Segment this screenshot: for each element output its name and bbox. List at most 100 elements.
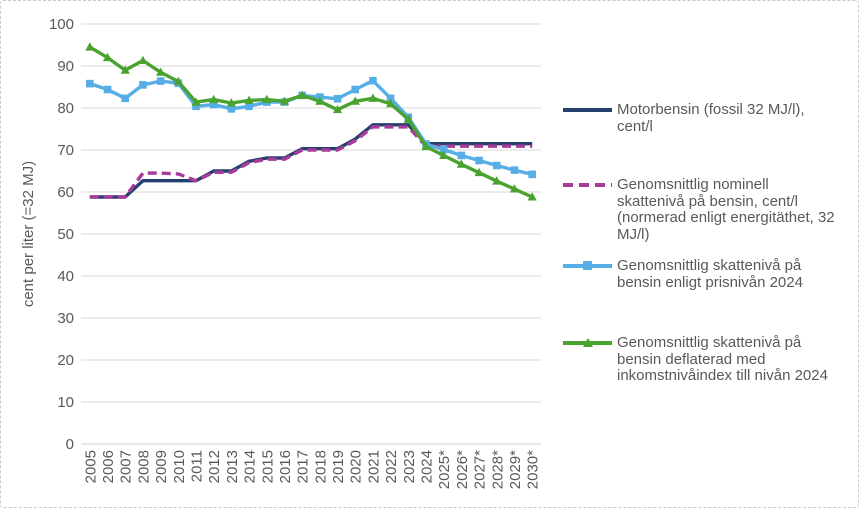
series-line-prisnivan-2024 [89, 78, 533, 177]
series-line-nominell-skatteniva [89, 125, 533, 199]
series-marker-inkomstnivaindex-2024 [421, 141, 431, 151]
series-marker-inkomstnivaindex-2024 [120, 65, 130, 74]
x-tick-label: 2013 [224, 450, 241, 483]
series-marker-prisnivan-2024 [528, 170, 536, 179]
series-marker-prisnivan-2024 [139, 81, 147, 89]
x-tick-label: 2025* [436, 450, 453, 489]
gridlines [81, 23, 541, 445]
y-tick-label: 60 [57, 184, 74, 201]
series-marker-inkomstnivaindex-2024 [244, 95, 254, 104]
x-tick-label: 2016 [277, 450, 294, 483]
x-tick-label: 2021 [365, 450, 382, 483]
series-marker-prisnivan-2024 [121, 94, 130, 103]
legend-entry-motorbensin: Motorbensin (fossil 32 MJ/l), cent/l [563, 101, 805, 135]
x-tick-label: 2006 [100, 450, 117, 483]
x-tick-label: 2027* [472, 450, 489, 489]
legend-entry-prisnivan-2024: Genomsnittlig skattenivå på bensin enlig… [563, 257, 803, 291]
y-tick-label: 50 [57, 226, 74, 243]
series-marker-inkomstnivaindex-2024 [315, 96, 325, 105]
x-tick-label: 2009 [153, 450, 170, 483]
y-axis-tick-labels: 0 10 20 30 40 50 60 70 80 90 100 [49, 16, 74, 453]
series-marker-prisnivan-2024 [156, 77, 165, 85]
series-marker-prisnivan-2024 [245, 102, 253, 111]
x-tick-label: 2007 [118, 450, 135, 483]
x-axis-tick-labels: 2005 2006 2007 2008 2009 2010 2011 2012 2013 2014… [82, 450, 541, 489]
x-tick-label: 2015 [259, 450, 276, 483]
y-tick-label: 100 [49, 16, 74, 33]
y-tick-label: 40 [57, 268, 74, 285]
series-line-motorbensin [89, 123, 533, 199]
series-marker-prisnivan-2024 [475, 156, 483, 165]
series-marker-prisnivan-2024 [86, 79, 94, 88]
y-tick-label: 20 [57, 352, 74, 369]
series-marker-inkomstnivaindex-2024 [456, 159, 466, 168]
series-marker-prisnivan-2024 [386, 94, 395, 103]
legend-entry-inkomstnivaindex-2024: Genomsnittlig skattenivå på bensin defla… [563, 334, 828, 385]
series-marker-inkomstnivaindex-2024 [509, 184, 520, 193]
series-marker-prisnivan-2024 [192, 102, 200, 111]
series-marker-inkomstnivaindex-2024 [332, 104, 343, 114]
x-tick-label: 2029* [507, 450, 524, 489]
series-marker-prisnivan-2024 [510, 166, 519, 174]
x-tick-label: 2010 [171, 450, 188, 483]
y-tick-label: 30 [57, 310, 74, 327]
y-tick-label: 10 [57, 394, 74, 411]
x-tick-label: 2022 [383, 450, 400, 483]
series-marker-inkomstnivaindex-2024 [226, 98, 236, 107]
series-marker-inkomstnivaindex-2024 [386, 99, 396, 108]
series-marker-prisnivan-2024 [439, 145, 448, 154]
x-tick-label: 2005 [82, 450, 99, 483]
series-marker-inkomstnivaindex-2024 [350, 96, 360, 105]
y-tick-label: 80 [57, 100, 74, 117]
x-tick-label: 2028* [489, 450, 506, 489]
series-marker-prisnivan-2024 [369, 76, 377, 85]
series-marker-prisnivan-2024 [333, 94, 342, 103]
legend-label: Genomsnittlig skattenivå på bensin defla… [617, 334, 828, 384]
x-tick-label: 2011 [189, 450, 206, 482]
y-tick-label: 90 [57, 58, 74, 75]
series-marker-inkomstnivaindex-2024 [368, 93, 378, 102]
series-marker-inkomstnivaindex-2024 [439, 150, 449, 159]
series-marker-prisnivan-2024 [227, 105, 236, 113]
series-marker-inkomstnivaindex-2024 [474, 167, 484, 177]
series-marker-prisnivan-2024 [492, 161, 501, 170]
series-marker-inkomstnivaindex-2024 [403, 114, 413, 123]
series-marker-prisnivan-2024 [103, 85, 112, 94]
legend-label: Motorbensin (fossil 32 MJ/l), cent/l [617, 101, 805, 135]
y-axis-title: cent per liter (=32 MJ) [20, 161, 37, 307]
legend-marker-green-line-triangle [563, 337, 612, 349]
series-marker-inkomstnivaindex-2024 [138, 55, 148, 65]
x-tick-label: 2026* [454, 450, 471, 489]
legend-marker-blue-line-square [563, 260, 612, 272]
series-marker-inkomstnivaindex-2024 [156, 67, 166, 76]
legend-marker-solid-navy-line [563, 104, 612, 116]
y-tick-label: 70 [57, 142, 74, 159]
series-marker-inkomstnivaindex-2024 [262, 94, 272, 104]
x-tick-label: 2012 [206, 450, 223, 483]
legend-marker-dashed-magenta-line [563, 179, 612, 191]
x-tick-label: 2014 [242, 450, 259, 483]
x-tick-label: 2020 [348, 450, 365, 483]
series-marker-inkomstnivaindex-2024 [297, 90, 307, 99]
series-marker-prisnivan-2024 [209, 100, 218, 109]
series-marker-inkomstnivaindex-2024 [191, 97, 201, 106]
x-tick-label: 2018 [312, 450, 329, 483]
x-tick-label: 2024 [419, 450, 436, 483]
data-series [85, 42, 537, 201]
legend-entry-nominell-skatteniva: Genomsnittlig nominell skattenivå på ben… [563, 176, 835, 243]
series-marker-inkomstnivaindex-2024 [85, 42, 95, 51]
series-marker-prisnivan-2024 [457, 151, 466, 160]
series-marker-inkomstnivaindex-2024 [209, 94, 219, 104]
x-tick-label: 2008 [135, 450, 152, 483]
series-marker-prisnivan-2024 [351, 85, 360, 94]
series-marker-inkomstnivaindex-2024 [492, 176, 502, 185]
x-tick-label: 2023 [401, 450, 418, 483]
x-tick-label: 2030* [525, 450, 542, 489]
series-marker-inkomstnivaindex-2024 [102, 52, 113, 62]
y-tick-label: 0 [66, 436, 74, 453]
legend-label: Genomsnittlig nominell skattenivå på ben… [617, 176, 835, 243]
x-tick-label: 2017 [295, 450, 312, 483]
series-marker-inkomstnivaindex-2024 [173, 76, 183, 86]
